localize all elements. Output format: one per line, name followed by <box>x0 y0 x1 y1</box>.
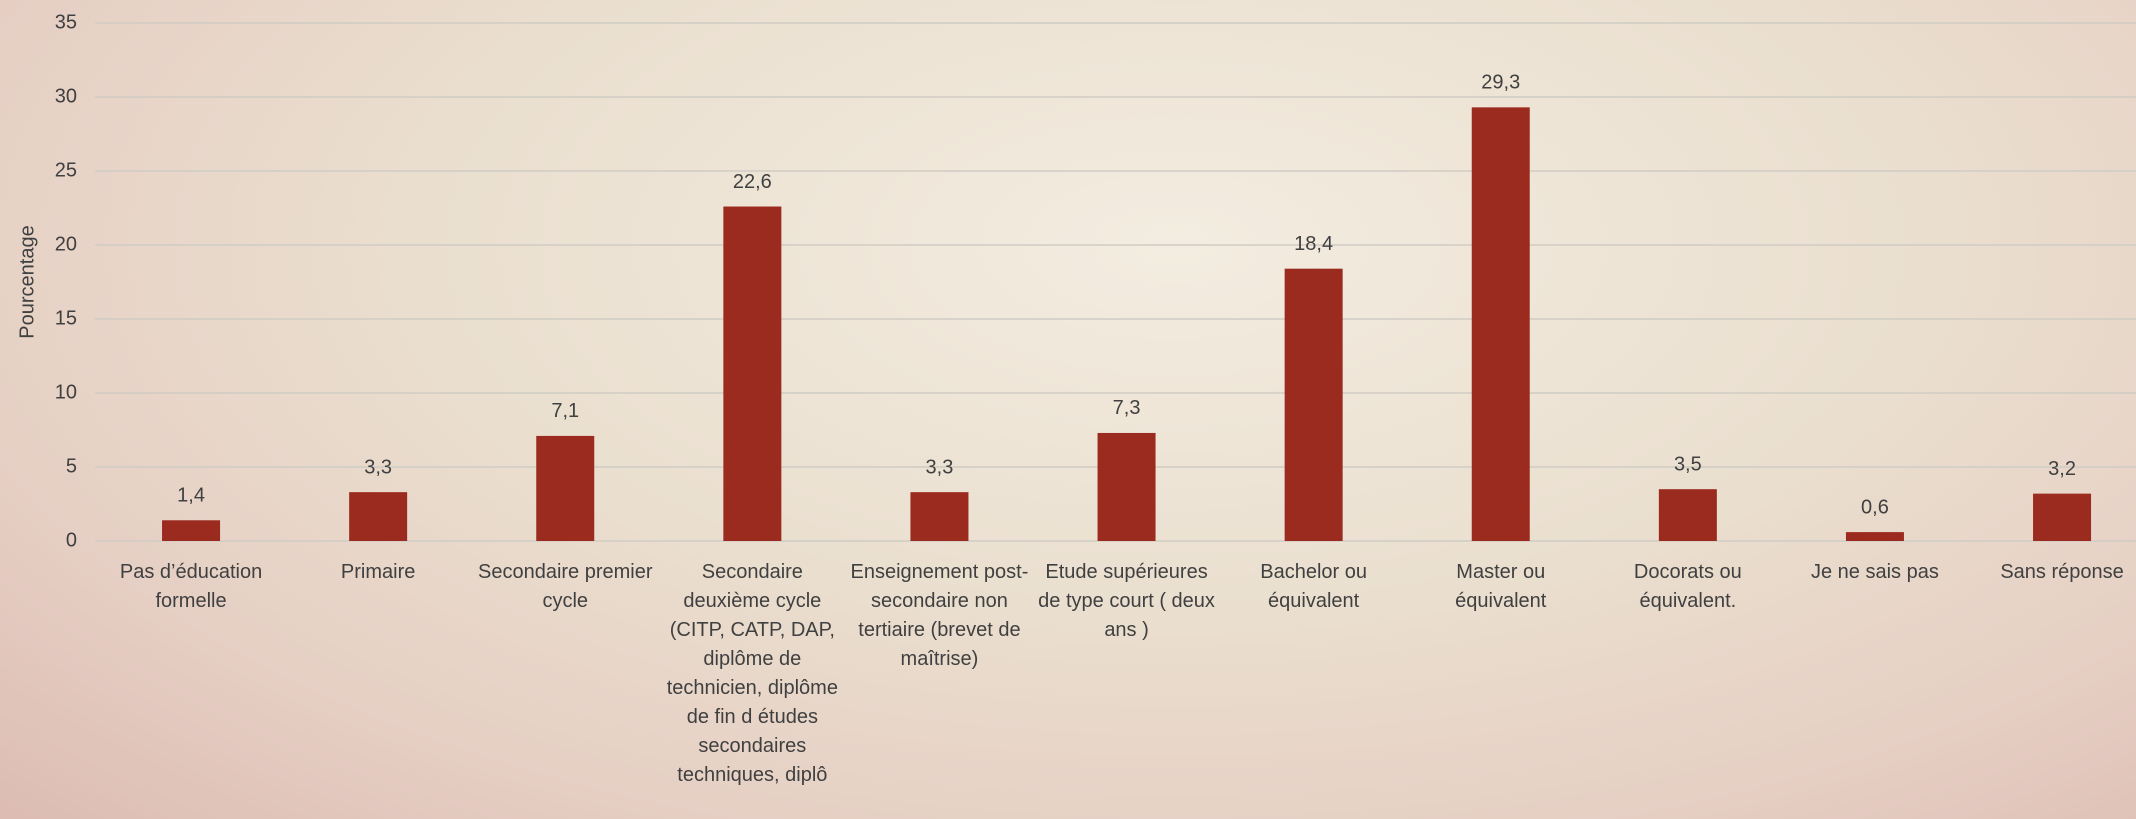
value-label: 22,6 <box>733 171 772 193</box>
x-tick-label: Master ou équivalent <box>1455 561 1547 612</box>
bar <box>723 206 782 541</box>
y-tick-label: 10 <box>55 381 77 403</box>
bar <box>1097 432 1156 541</box>
value-label: 0,6 <box>1861 496 1889 518</box>
value-label: 3,3 <box>926 456 954 478</box>
x-tick-label: Bachelor ou équivalent <box>1260 561 1368 612</box>
bar <box>2033 493 2092 541</box>
value-label: 18,4 <box>1294 233 1333 255</box>
x-tick-label: Je ne sais pas <box>1811 561 1939 583</box>
y-tick-label: 15 <box>55 307 77 329</box>
bar <box>1284 268 1343 541</box>
x-tick-label: Pas d’éducation formelle <box>119 561 263 612</box>
x-tick-label: Secondaire deuxième cycle (CITP, CATP, D… <box>666 561 838 786</box>
value-label: 7,1 <box>551 400 579 422</box>
value-label: 3,3 <box>364 456 392 478</box>
y-tick-label: 20 <box>55 233 77 255</box>
bar <box>349 492 408 541</box>
value-label: 3,5 <box>1674 453 1702 475</box>
bar <box>1471 107 1530 542</box>
bar <box>536 435 595 541</box>
y-tick-label: 25 <box>55 159 77 181</box>
y-tick-label: 35 <box>55 11 77 33</box>
value-label: 1,4 <box>177 485 205 507</box>
x-tick-label: Primaire <box>340 561 416 583</box>
bar <box>910 492 969 541</box>
y-tick-label: 5 <box>66 455 77 477</box>
value-label: 7,3 <box>1113 397 1141 419</box>
y-tick-label: 0 <box>66 529 77 551</box>
bar <box>1845 532 1904 541</box>
value-label: 29,3 <box>1481 72 1520 94</box>
x-tick-label: Etude supérieures de type court ( deux a… <box>1038 561 1215 641</box>
x-tick-label: Enseignement post-secondaire non tertiai… <box>850 561 1029 670</box>
bar <box>162 520 221 541</box>
y-axis-label: Pourcentage <box>16 225 38 338</box>
value-label: 3,2 <box>2048 458 2076 480</box>
y-tick-label: 30 <box>55 85 77 107</box>
x-tick-label: Docorats ou équivalent. <box>1633 561 1742 612</box>
x-tick-label: Sans réponse <box>2000 561 2124 583</box>
x-tick-label: Secondaire premier cycle <box>477 561 653 612</box>
bar <box>1658 489 1717 541</box>
